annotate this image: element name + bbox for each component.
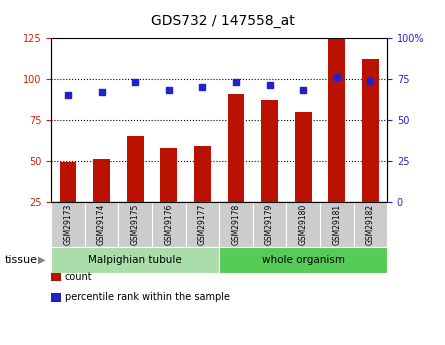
Point [266,83,273,88]
Bar [227,94,244,202]
Text: GSM29180: GSM29180 [299,204,307,245]
Point [199,85,206,90]
Text: ▶: ▶ [38,255,45,265]
Text: count: count [65,272,92,282]
Text: GSM29174: GSM29174 [97,204,106,245]
Text: GSM29181: GSM29181 [332,204,341,245]
Text: percentile rank within the sample: percentile rank within the sample [65,293,230,302]
Point [65,92,72,98]
Point [232,79,239,85]
Bar [295,112,312,202]
Text: tissue: tissue [4,255,37,265]
Bar [60,162,77,202]
Bar [362,59,379,202]
Text: GSM29179: GSM29179 [265,204,274,245]
Point [165,88,172,93]
Point [132,79,139,85]
Bar [261,100,278,202]
Point [367,78,374,83]
Text: GSM29173: GSM29173 [64,204,73,245]
Text: GSM29177: GSM29177 [198,204,207,245]
Bar [194,146,211,202]
Text: GSM29176: GSM29176 [164,204,173,245]
Bar [160,148,177,202]
Text: GSM29175: GSM29175 [131,204,140,245]
Text: GSM29182: GSM29182 [366,204,375,245]
Point [333,75,340,80]
Point [299,88,307,93]
Text: whole organism: whole organism [262,255,345,265]
Bar [328,38,345,202]
Bar [93,159,110,202]
Text: GSM29178: GSM29178 [231,204,240,245]
Text: Malpighian tubule: Malpighian tubule [88,255,182,265]
Point [98,89,105,95]
Text: GDS732 / 147558_at: GDS732 / 147558_at [150,14,295,28]
Bar [127,136,144,202]
